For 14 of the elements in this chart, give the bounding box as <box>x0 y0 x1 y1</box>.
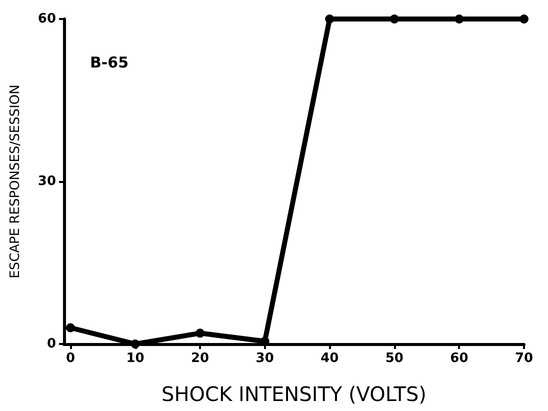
x-tick-label: 10 <box>126 351 144 366</box>
x-tick-label: 30 <box>256 351 274 366</box>
y-tick-label: 0 <box>46 336 56 352</box>
x-tick-label: 60 <box>450 351 468 366</box>
y-tick-label: 30 <box>38 174 56 189</box>
x-tick-label: 20 <box>191 351 210 366</box>
x-tick-label: 0 <box>66 351 75 366</box>
x-tick-label: 70 <box>514 351 534 366</box>
annotation: B-65 <box>90 54 129 72</box>
x-tick-label: 40 <box>320 351 339 366</box>
y-tick-label: 60 <box>38 12 56 26</box>
y-axis-title: ESCAPE RESPONSES/SESSION <box>8 84 23 278</box>
x-tick-label: 50 <box>385 351 404 366</box>
x-axis-title: SHOCK INTENSITY (VOLTS) <box>162 382 426 406</box>
